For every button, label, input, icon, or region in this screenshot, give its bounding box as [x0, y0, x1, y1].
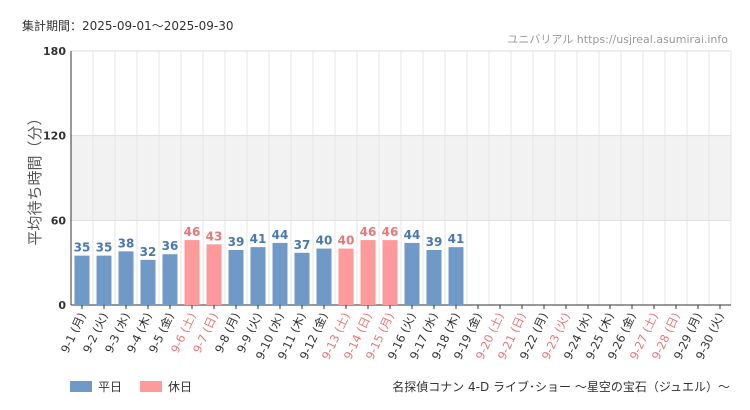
bar	[184, 240, 200, 305]
y-axis-title: 平均待ち時間（分）	[26, 110, 44, 245]
legend-swatch-holiday	[140, 381, 163, 392]
y-tick-label: 60	[51, 214, 67, 227]
attraction-name: 名探偵コナン 4-D ライブ･ショー 〜星空の宝石（ジュエル）〜	[392, 380, 730, 394]
bar	[74, 255, 90, 305]
data-label: 46	[184, 225, 201, 239]
data-label: 46	[360, 225, 377, 239]
data-label: 32	[140, 245, 157, 259]
bar	[206, 244, 222, 305]
bar	[382, 240, 398, 305]
bar	[360, 240, 376, 305]
data-label: 40	[316, 234, 333, 248]
site-credit: ユニバリアル https://usjreal.asumirai.info	[507, 33, 728, 46]
bar	[272, 242, 288, 305]
data-label: 41	[250, 232, 267, 246]
bar	[294, 252, 310, 305]
bar	[426, 249, 442, 305]
bar	[162, 254, 178, 305]
bar	[404, 242, 420, 305]
period-label: 集計期間：2025-09-01〜2025-09-30	[22, 19, 234, 33]
legend-label-holiday: 休日	[168, 380, 193, 394]
y-tick-label: 120	[43, 130, 66, 143]
data-label: 40	[338, 234, 355, 248]
data-label: 43	[206, 229, 223, 243]
bar	[140, 259, 156, 305]
y-tick-label: 0	[58, 299, 66, 312]
data-label: 41	[448, 232, 465, 246]
bar	[338, 248, 354, 305]
legend-item-holiday: 休日	[140, 378, 192, 395]
data-label: 37	[294, 238, 311, 252]
legend: 平日 休日	[70, 378, 210, 395]
bar	[316, 248, 332, 305]
legend-label-weekday: 平日	[98, 380, 123, 394]
bar	[228, 249, 244, 305]
bar	[448, 247, 464, 305]
data-label: 38	[118, 236, 135, 250]
data-label: 39	[228, 235, 245, 249]
y-tick-label: 180	[43, 45, 66, 58]
data-label: 35	[96, 241, 113, 255]
bar	[96, 255, 112, 305]
data-label: 36	[162, 239, 179, 253]
legend-item-weekday: 平日	[70, 378, 122, 395]
data-label: 35	[74, 241, 91, 255]
data-label: 46	[382, 225, 399, 239]
data-label: 39	[426, 235, 443, 249]
data-label: 44	[404, 228, 421, 242]
data-label: 44	[272, 228, 289, 242]
bar	[250, 247, 266, 305]
legend-swatch-weekday	[70, 381, 92, 392]
bar	[118, 251, 134, 305]
